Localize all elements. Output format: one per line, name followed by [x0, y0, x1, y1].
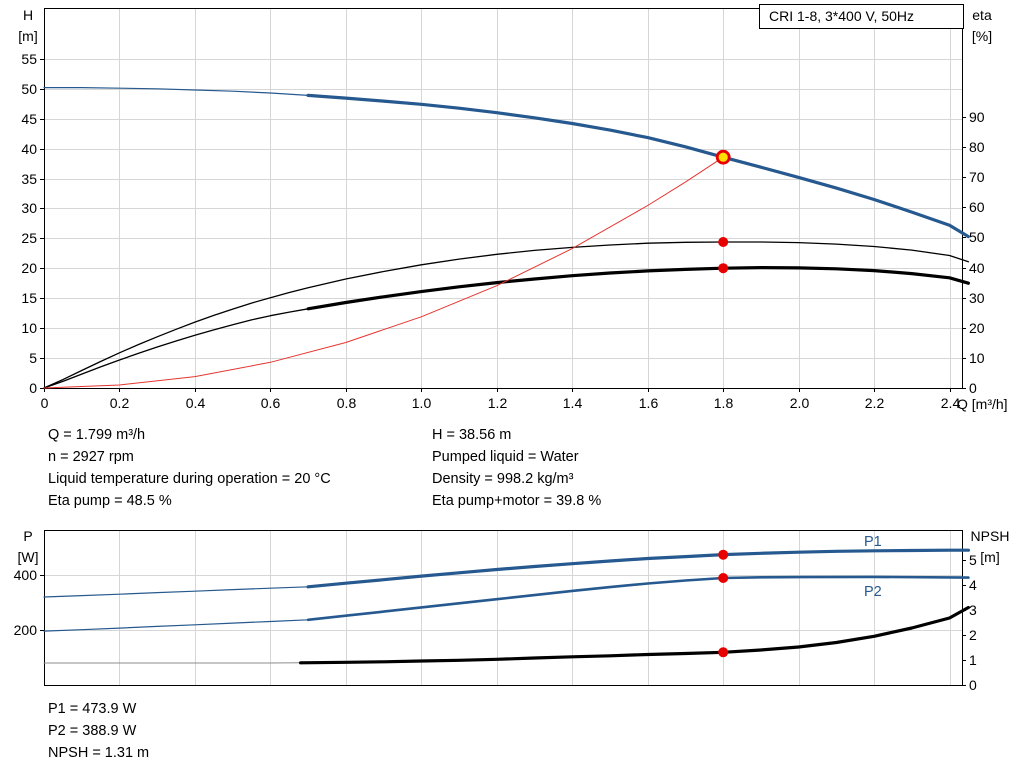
svg-text:0: 0	[969, 677, 977, 693]
series-label-P1: P1	[864, 534, 882, 550]
p1-point	[718, 549, 729, 560]
svg-text:25: 25	[21, 230, 37, 246]
svg-text:3: 3	[969, 602, 977, 618]
svg-text:1.0: 1.0	[412, 395, 432, 411]
info-speed: n = 2927 rpm	[48, 449, 134, 465]
head-curve	[43, 87, 970, 239]
svg-text:55: 55	[21, 51, 37, 67]
svg-text:0: 0	[41, 395, 49, 411]
svg-text:1.4: 1.4	[563, 395, 583, 411]
result-p1: P1 = 473.9 W	[48, 701, 137, 717]
hq-efficiency-chart: 0 5 10 15 20 25 30 35 40 45 50 55 0 10 20 30 40 50 60 70 80 9…	[21, 8, 985, 411]
p2-curve	[43, 575, 970, 632]
info-flow: Q = 1.799 m³/h	[48, 427, 146, 443]
svg-text:0: 0	[29, 380, 37, 396]
p1-curve	[43, 548, 970, 598]
p2-point	[718, 573, 729, 583]
info-panel-left: Q = 1.799 m³/h n = 2927 rpm Liquid tempe…	[48, 424, 331, 512]
svg-text:4: 4	[969, 577, 977, 593]
eta-axis-label: eta	[972, 7, 992, 23]
svg-text:0.4: 0.4	[186, 395, 206, 411]
h-axis-title: H [m]	[10, 5, 46, 47]
eta-pump-motor-curve	[43, 266, 970, 389]
eta-axis-title: eta [%]	[962, 5, 1002, 47]
eta-pump-curve	[43, 241, 970, 389]
system-curve	[43, 156, 724, 389]
info-eta-pump: Eta pump = 48.5 %	[48, 493, 172, 509]
svg-text:0.8: 0.8	[337, 395, 357, 411]
plot-border	[44, 530, 963, 686]
svg-text:5: 5	[969, 552, 977, 568]
result-npsh: NPSH = 1.31 m	[48, 745, 150, 761]
h-axis-unit: [m]	[18, 28, 38, 44]
svg-text:200: 200	[14, 622, 38, 638]
p-axis-title: P [W]	[10, 526, 46, 568]
series-label-P2: P2	[864, 584, 882, 600]
power-npsh-chart: 200 400 0 1 2 3 4 5 P1 P2	[14, 530, 977, 693]
svg-text:10: 10	[21, 320, 37, 336]
svg-text:1.6: 1.6	[639, 395, 659, 411]
result-p2: P2 = 388.9 W	[48, 723, 137, 739]
svg-text:50: 50	[21, 81, 37, 97]
svg-text:50: 50	[969, 229, 985, 245]
info-density: Density = 998.2 kg/m³	[432, 471, 574, 487]
svg-text:40: 40	[21, 141, 37, 157]
svg-text:0.2: 0.2	[110, 395, 130, 411]
npsh-curve	[43, 605, 970, 665]
svg-text:30: 30	[969, 290, 985, 306]
svg-text:0: 0	[969, 380, 977, 396]
tick-labels: 200 400 0 1 2 3 4 5	[14, 552, 977, 693]
svg-text:2: 2	[969, 627, 977, 643]
tick-labels: 0 5 10 15 20 25 30 35 40 45 50 55 0 10 20 30 40 50 60 70 80 9…	[21, 51, 984, 411]
results-panel: P1 = 473.9 W P2 = 388.9 W NPSH = 1.31 m	[48, 698, 149, 764]
npsh-axis-title: NPSH [m]	[962, 526, 1018, 568]
svg-text:60: 60	[969, 199, 985, 215]
svg-text:400: 400	[14, 567, 38, 583]
svg-text:1.8: 1.8	[714, 395, 734, 411]
grid	[44, 8, 962, 388]
svg-text:1: 1	[969, 652, 977, 668]
svg-text:45: 45	[21, 111, 37, 127]
npsh-axis-label: NPSH	[970, 528, 1010, 544]
info-head: H = 38.56 m	[432, 427, 512, 443]
info-eta-pump-motor: Eta pump+motor = 39.8 %	[432, 493, 602, 509]
svg-text:30: 30	[21, 200, 37, 216]
svg-text:2.2: 2.2	[865, 395, 885, 411]
info-liquid-temp: Liquid temperature during operation = 20…	[48, 471, 331, 487]
svg-text:90: 90	[969, 109, 985, 125]
eta-axis-unit: [%]	[971, 28, 993, 44]
svg-text:10: 10	[969, 350, 985, 366]
svg-text:2.4: 2.4	[941, 395, 961, 411]
svg-text:20: 20	[21, 260, 37, 276]
grid	[44, 530, 962, 685]
info-pumped-liquid: Pumped liquid = Water	[432, 449, 579, 465]
npsh-point	[718, 647, 729, 658]
svg-text:5: 5	[29, 350, 37, 366]
svg-text:15: 15	[21, 290, 37, 306]
npsh-axis-unit: [m]	[980, 549, 1000, 565]
svg-text:35: 35	[21, 171, 37, 187]
svg-text:70: 70	[969, 169, 985, 185]
eta-pump-point	[718, 237, 729, 247]
svg-text:2.0: 2.0	[790, 395, 810, 411]
plot-border	[44, 8, 963, 389]
duty-point[interactable]	[715, 149, 731, 165]
svg-text:1.2: 1.2	[488, 395, 508, 411]
svg-text:80: 80	[969, 139, 985, 155]
info-panel-right: H = 38.56 m Pumped liquid = Water Densit…	[432, 424, 601, 512]
svg-text:0.6: 0.6	[261, 395, 281, 411]
axis-ticks	[40, 59, 966, 392]
svg-text:20: 20	[969, 320, 985, 336]
q-axis-label: Q [m³/h]	[957, 396, 1008, 412]
chart-legend: CRI 1-8, 3*400 V, 50Hz	[759, 4, 964, 29]
axis-ticks	[40, 560, 966, 686]
eta-pump-motor-point	[718, 263, 729, 274]
p-axis-unit: [W]	[17, 549, 39, 565]
p-axis-label: P	[23, 528, 33, 544]
h-axis-label: H	[22, 7, 34, 23]
svg-text:40: 40	[969, 260, 985, 276]
